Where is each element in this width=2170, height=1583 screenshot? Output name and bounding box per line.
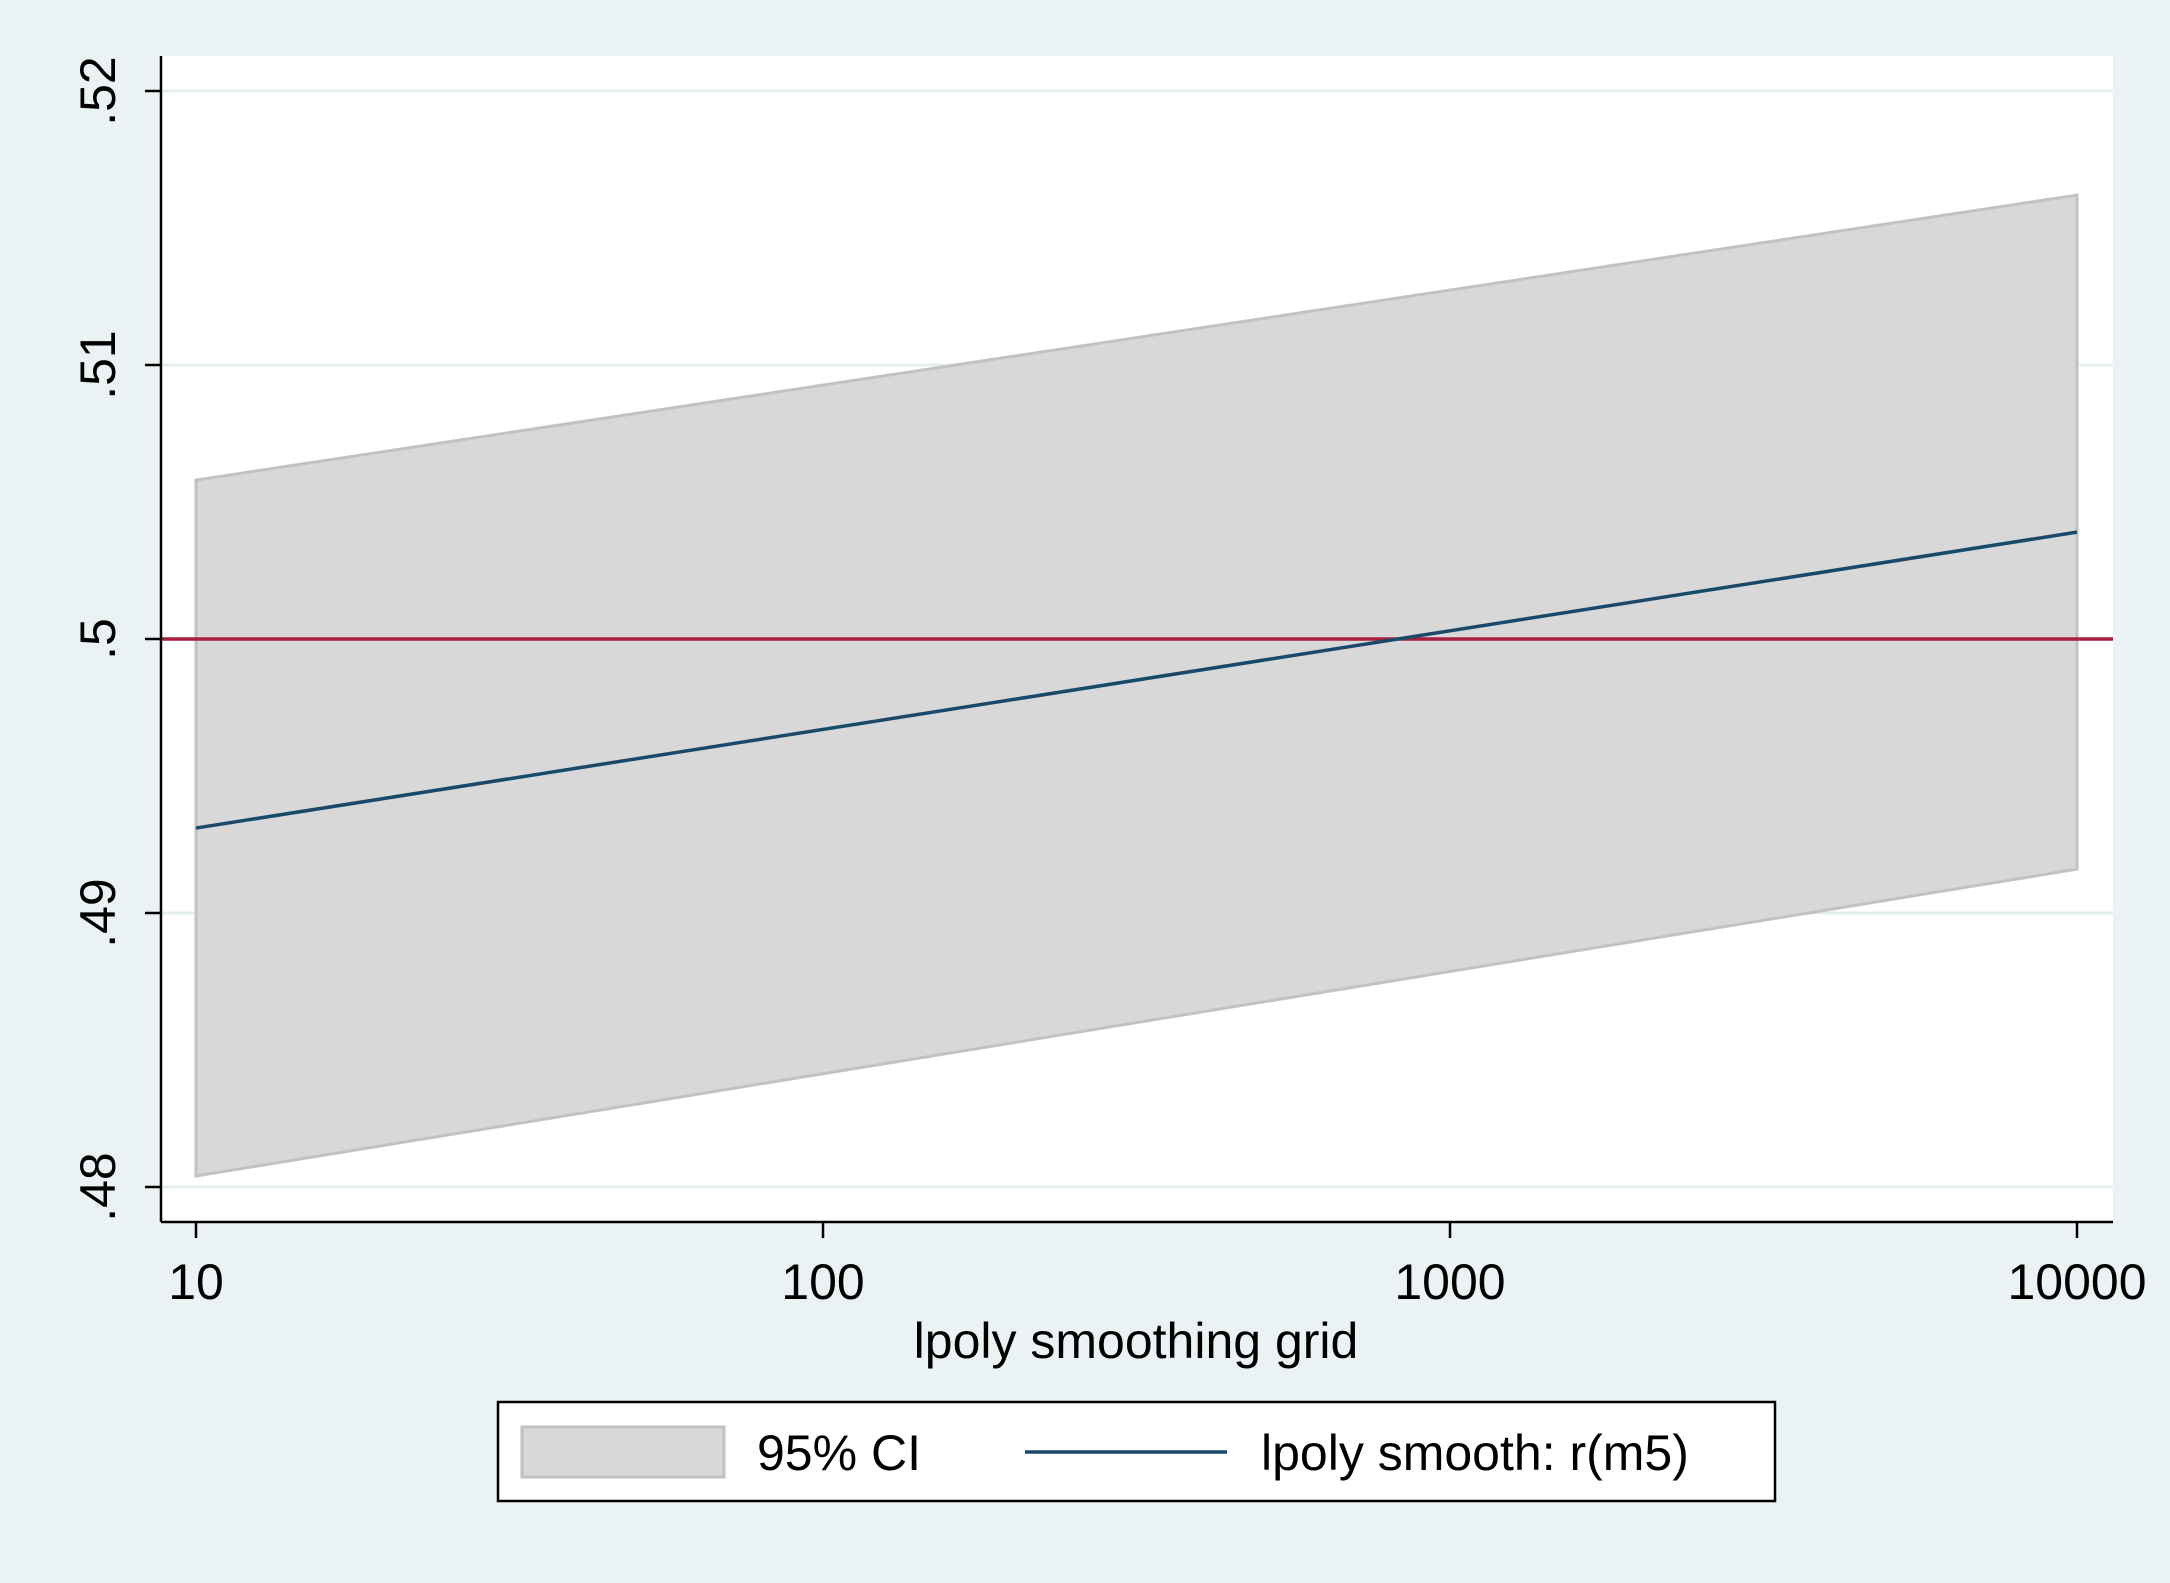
y-tick-label-3: .51 <box>70 330 126 400</box>
y-tick-label-1: .49 <box>70 878 126 948</box>
axis-layer: .48 .49 .5 .51 .52 10 100 1000 10000 lpoly smooth… <box>70 56 2147 1369</box>
series-layer <box>195 530 2078 830</box>
y-tick-label-2: .5 <box>70 618 126 660</box>
x-tick-label-3: 10000 <box>2007 1254 2146 1310</box>
legend: 95% CI lpoly smooth: r(m5) <box>496 1400 1777 1503</box>
x-tick-label-1: 100 <box>781 1254 864 1310</box>
x-axis-title: lpoly smoothing grid <box>914 1313 1359 1369</box>
x-tick-label-2: 1000 <box>1394 1254 1505 1310</box>
series-line-0 <box>195 530 2078 830</box>
legend-series-label: lpoly smooth: r(m5) <box>1261 1425 1689 1481</box>
ci-band-layer <box>194 193 2079 1178</box>
legend-ci-label: 95% CI <box>757 1425 921 1481</box>
x-tick-label-0: 10 <box>168 1254 224 1310</box>
legend-ci-swatch <box>520 1425 726 1479</box>
y-tick-label-4: .52 <box>70 56 126 126</box>
y-tick-label-0: .48 <box>70 1152 126 1222</box>
ci-band <box>194 193 2079 1178</box>
